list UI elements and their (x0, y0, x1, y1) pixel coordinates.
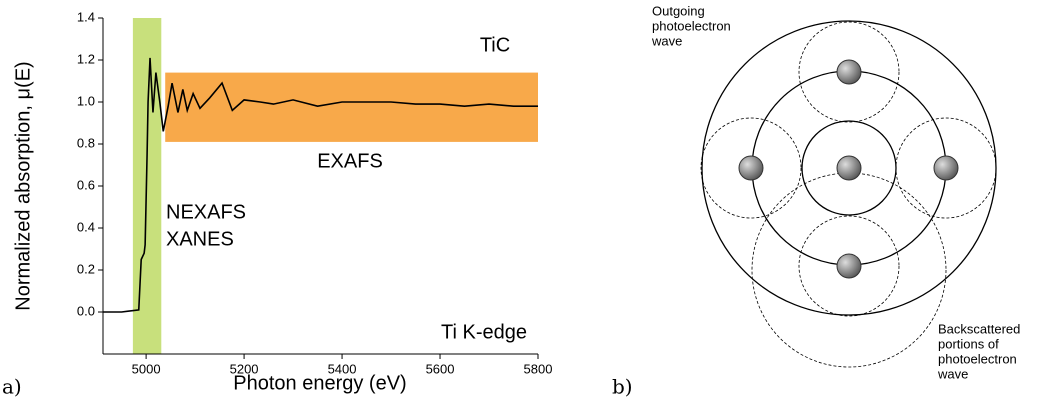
annotation: EXAFS (317, 150, 383, 172)
y-axis-title: Normalized absorption, μ(E) (12, 61, 34, 310)
diagram-label: photoelectron (938, 351, 1017, 366)
plot: 0.0 0.2 0.4 0.6 0.8 1.0 1.2 1.4 5000 5200 5400 5600… (77, 9, 553, 376)
y-tick-label: 1.0 (77, 93, 95, 108)
atom (739, 156, 763, 180)
diagram-label: wave (651, 33, 682, 48)
diagram-label: photoelectron (652, 18, 731, 33)
y-tick-label: 0.4 (77, 219, 95, 234)
diagram-label: Backscattered (938, 321, 1020, 336)
x-tick-label: 5600 (426, 361, 455, 376)
diagram-label: portions of (938, 336, 999, 351)
diagram-label: wave (937, 366, 968, 381)
annotation: XANES (166, 228, 234, 250)
y-tick-label: 0.2 (77, 261, 95, 276)
annotation: NEXAFS (166, 201, 246, 223)
annotation: TiC (480, 34, 510, 56)
diagram (701, 21, 996, 367)
diagram-label: Outgoing (652, 3, 705, 18)
annotation: Ti K-edge (441, 321, 527, 343)
atom (837, 60, 861, 84)
atom (837, 156, 861, 180)
figure: Photon energy (eV) Normalized absorption… (0, 0, 1064, 408)
panel-label: b) (612, 375, 633, 399)
y-tick-label: 1.2 (77, 51, 95, 66)
panel-label: a) (2, 375, 22, 399)
y-tick-label: 1.4 (77, 9, 95, 24)
x-tick-label: 5000 (132, 361, 161, 376)
x-axis-title: Photon energy (eV) (233, 372, 406, 394)
x-tick-label: 5200 (230, 361, 259, 376)
atom (934, 156, 958, 180)
y-tick-label: 0.0 (77, 303, 95, 318)
x-tick-label: 5400 (328, 361, 357, 376)
atom (837, 254, 861, 278)
y-tick-label: 0.6 (77, 177, 95, 192)
y-tick-label: 0.8 (77, 135, 95, 150)
x-tick-label: 5800 (524, 361, 553, 376)
